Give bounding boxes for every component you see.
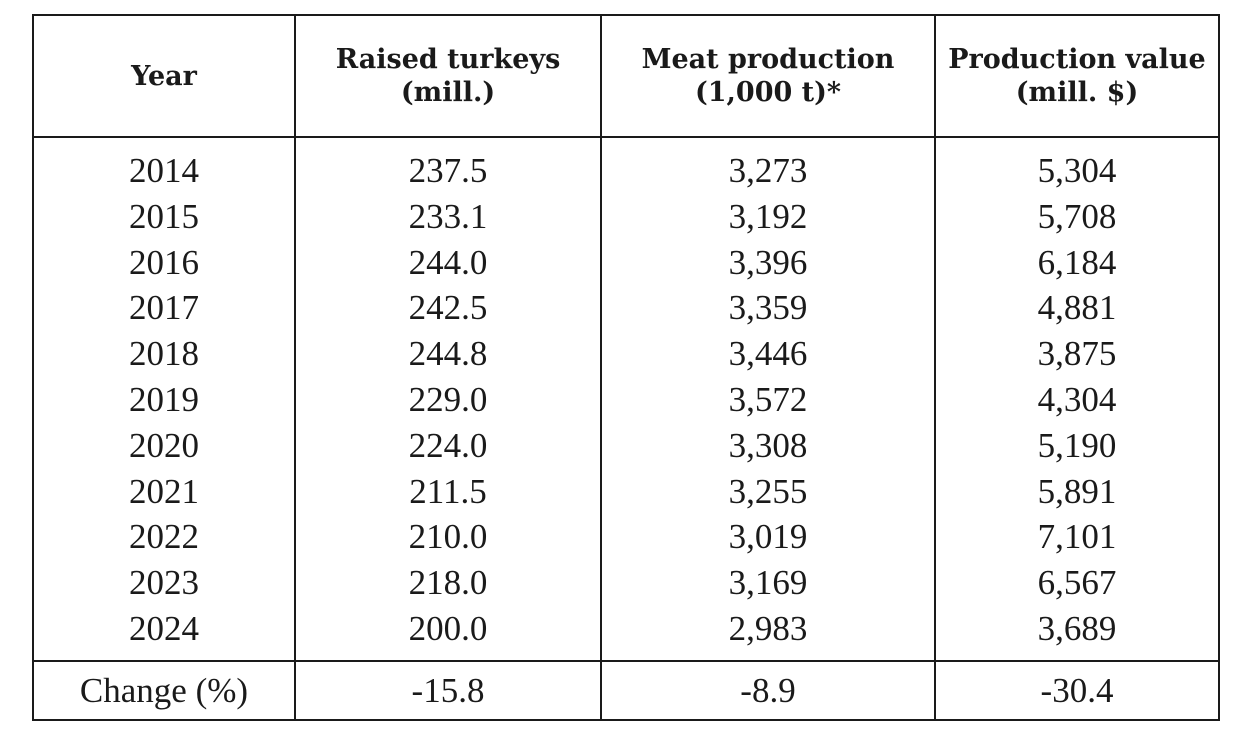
header-raised-turkeys: Raised turkeys (mill.) — [294, 15, 602, 138]
cell-year: 2015 — [32, 193, 296, 240]
cell-production-value: 6,184 — [934, 239, 1220, 286]
header-production-value-line2: (mill. $) — [1015, 77, 1139, 108]
table-row: 2022 210.0 3,019 7,101 — [32, 514, 1220, 561]
table-row: 2021 211.5 3,255 5,891 — [32, 468, 1220, 515]
cell-meat-production: 3,308 — [600, 422, 936, 469]
cell-meat-production: 3,019 — [600, 514, 936, 561]
cell-year: 2014 — [32, 137, 296, 194]
table-row: 2018 244.8 3,446 3,875 — [32, 331, 1220, 377]
table-row: 2020 224.0 3,308 5,190 — [32, 422, 1220, 469]
cell-year: 2021 — [32, 468, 296, 515]
table-row: 2017 242.5 3,359 4,881 — [32, 285, 1220, 332]
turkey-production-table: Year Raised turkeys (mill.) Meat product… — [32, 14, 1220, 721]
cell-production-value: 4,881 — [934, 285, 1220, 332]
cell-raised-turkeys: 210.0 — [294, 514, 602, 561]
header-meat-production: Meat production (1,000 t)* — [600, 15, 936, 138]
header-row: Year Raised turkeys (mill.) Meat product… — [32, 15, 1220, 138]
cell-production-value: 3,689 — [934, 605, 1220, 661]
cell-meat-production: 2,983 — [600, 605, 936, 661]
change-row: Change (%) -15.8 -8.9 -30.4 — [32, 659, 1220, 720]
cell-meat-production: 3,572 — [600, 376, 936, 423]
header-year: Year — [32, 15, 296, 138]
change-meat-production: -8.9 — [600, 659, 936, 720]
cell-year: 2017 — [32, 285, 296, 332]
cell-meat-production: 3,446 — [600, 331, 936, 377]
header-year-label: Year — [131, 60, 197, 92]
change-raised-turkeys: -15.8 — [294, 659, 602, 720]
cell-year: 2023 — [32, 560, 296, 606]
cell-production-value: 5,190 — [934, 422, 1220, 469]
header-meat-production-line2: (1,000 t)* — [694, 77, 842, 108]
change-production-value: -30.4 — [934, 659, 1220, 720]
header-raised-turkeys-line2: (mill.) — [400, 77, 496, 108]
cell-production-value: 3,875 — [934, 331, 1220, 377]
cell-production-value: 5,891 — [934, 468, 1220, 515]
cell-raised-turkeys: 242.5 — [294, 285, 602, 332]
table-row: 2019 229.0 3,572 4,304 — [32, 376, 1220, 423]
table-row: 2024 200.0 2,983 3,689 — [32, 605, 1220, 661]
cell-meat-production: 3,255 — [600, 468, 936, 515]
table-header: Year Raised turkeys (mill.) Meat product… — [32, 15, 1220, 138]
header-meat-production-line1: Meat production — [641, 44, 895, 75]
cell-raised-turkeys: 224.0 — [294, 422, 602, 469]
cell-production-value: 7,101 — [934, 514, 1220, 561]
cell-meat-production: 3,192 — [600, 193, 936, 240]
table-footer: Change (%) -15.8 -8.9 -30.4 — [32, 659, 1220, 720]
cell-meat-production: 3,273 — [600, 137, 936, 194]
table-row: 2016 244.0 3,396 6,184 — [32, 239, 1220, 286]
cell-raised-turkeys: 233.1 — [294, 193, 602, 240]
cell-raised-turkeys: 218.0 — [294, 560, 602, 606]
cell-raised-turkeys: 211.5 — [294, 468, 602, 515]
change-label: Change (%) — [32, 659, 296, 720]
cell-production-value: 4,304 — [934, 376, 1220, 423]
cell-year: 2016 — [32, 239, 296, 286]
header-production-value: Production value (mill. $) — [934, 15, 1220, 138]
table-row: 2023 218.0 3,169 6,567 — [32, 560, 1220, 606]
cell-year: 2019 — [32, 376, 296, 423]
table-row: 2014 237.5 3,273 5,304 — [32, 137, 1220, 194]
cell-year: 2024 — [32, 605, 296, 661]
table-body: 2014 237.5 3,273 5,304 2015 233.1 3,192 … — [32, 137, 1220, 661]
cell-meat-production: 3,169 — [600, 560, 936, 606]
cell-raised-turkeys: 237.5 — [294, 137, 602, 194]
cell-raised-turkeys: 229.0 — [294, 376, 602, 423]
cell-production-value: 5,304 — [934, 137, 1220, 194]
cell-raised-turkeys: 244.8 — [294, 331, 602, 377]
cell-raised-turkeys: 244.0 — [294, 239, 602, 286]
header-production-value-line1: Production value — [948, 44, 1206, 75]
cell-year: 2020 — [32, 422, 296, 469]
cell-production-value: 6,567 — [934, 560, 1220, 606]
cell-year: 2018 — [32, 331, 296, 377]
cell-production-value: 5,708 — [934, 193, 1220, 240]
table-row: 2015 233.1 3,192 5,708 — [32, 193, 1220, 240]
header-raised-turkeys-line1: Raised turkeys — [335, 44, 561, 75]
cell-raised-turkeys: 200.0 — [294, 605, 602, 661]
cell-year: 2022 — [32, 514, 296, 561]
cell-meat-production: 3,359 — [600, 285, 936, 332]
cell-meat-production: 3,396 — [600, 239, 936, 286]
